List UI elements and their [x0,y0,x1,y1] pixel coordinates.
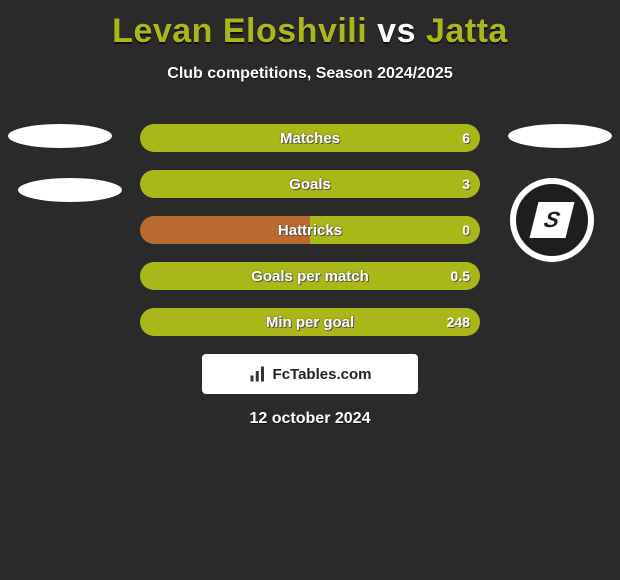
stat-bar-row: Hattricks0 [140,216,480,244]
stat-bar-row: Goals per match0.5 [140,262,480,290]
bar-chart-icon [249,365,267,383]
subtitle: Club competitions, Season 2024/2025 [0,65,620,83]
stat-bar-left-segment [140,216,310,244]
player2-photo-placeholder [508,124,612,148]
stats-bar-chart: Matches6 Goals3 Hattricks0 Goals per match0… [140,124,480,354]
attribution-badge[interactable]: FcTables.com [202,354,418,394]
player1-name: Levan Eloshvili [112,12,367,50]
stat-bar-right-segment [140,124,480,152]
stat-bar-row: Goals3 [140,170,480,198]
comparison-title: Levan Eloshvili vs Jatta [0,0,620,51]
vs-text: vs [377,12,416,50]
stat-bar-row: Min per goal248 [140,308,480,336]
stat-bar-row: Matches6 [140,124,480,152]
stat-bar-right-segment [140,308,480,336]
attribution-text: FcTables.com [273,366,372,383]
stat-bar-right-segment [310,216,480,244]
player1-photo-placeholder [8,124,112,148]
crest-letter-icon: S [530,202,575,238]
player2-name: Jatta [426,12,508,50]
stat-bar-right-segment [140,170,480,198]
snapshot-date: 12 october 2024 [0,410,620,428]
stat-bar-right-segment [140,262,480,290]
player2-club-crest: S [510,178,594,262]
player1-club-placeholder [18,178,122,202]
